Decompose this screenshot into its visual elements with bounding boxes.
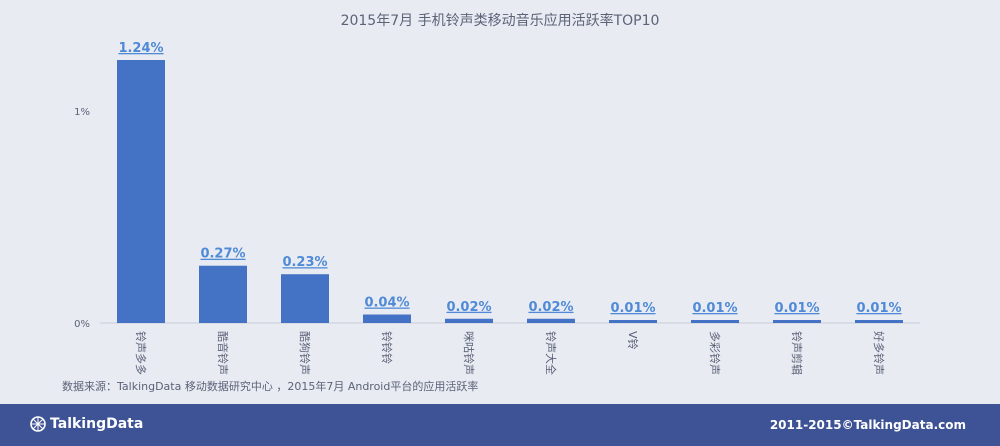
bar (199, 265, 247, 323)
data-label: 0.02% (446, 300, 491, 315)
bar-chart: 0% 1% 1.24% 铃声多多 0.27% 酷音铃声 0.23% 酷狗铃声 0.04% 铃铃铃 0… (74, 41, 920, 375)
bar (773, 320, 821, 323)
bar (855, 320, 903, 323)
bar (527, 318, 575, 323)
brand-name: TalkingData (50, 416, 144, 432)
footer-bar: TalkingData 2011-2015©TalkingData.com (0, 404, 1000, 446)
x-tick-label: 多彩铃声 (708, 331, 722, 375)
y-tick-label: 0% (74, 319, 90, 330)
x-tick-label: 铃声剪辑 (790, 331, 804, 375)
x-tick-label: 酷狗铃声 (298, 331, 312, 375)
x-tick-label: V铃 (626, 331, 640, 350)
chart-title: 2015年7月 手机铃声类移动音乐应用活跃率TOP10 (340, 13, 660, 29)
talkingdata-logo-icon (30, 416, 46, 432)
brand-logo: TalkingData (30, 416, 143, 432)
data-label: 1.24% (118, 41, 163, 56)
bar (281, 274, 329, 323)
x-tick-label: 铃声多多 (134, 331, 148, 375)
bar (445, 318, 493, 323)
bar (117, 60, 165, 323)
data-label: 0.23% (282, 255, 327, 270)
x-tick-label: 铃声大全 (544, 331, 558, 375)
x-tick-label: 酷音铃声 (216, 331, 230, 375)
data-label: 0.01% (692, 301, 737, 316)
data-label: 0.02% (528, 300, 573, 315)
data-label: 0.04% (364, 296, 409, 311)
bar (691, 320, 739, 323)
data-label: 0.27% (200, 247, 245, 262)
bar (363, 314, 411, 323)
y-tick-label: 1% (74, 107, 90, 118)
x-tick-label: 铃铃铃 (380, 331, 394, 364)
data-label: 0.01% (774, 301, 819, 316)
x-tick-label: 好多铃声 (872, 331, 886, 375)
source-note: 数据来源：TalkingData 移动数据研究中心 ，2015年7月 Andro… (62, 380, 479, 393)
bar (609, 320, 657, 323)
data-label: 0.01% (856, 301, 901, 316)
x-tick-label: 咪咕铃声 (462, 331, 476, 375)
data-label: 0.01% (610, 301, 655, 316)
copyright-text: 2011-2015©TalkingData.com (769, 418, 966, 432)
